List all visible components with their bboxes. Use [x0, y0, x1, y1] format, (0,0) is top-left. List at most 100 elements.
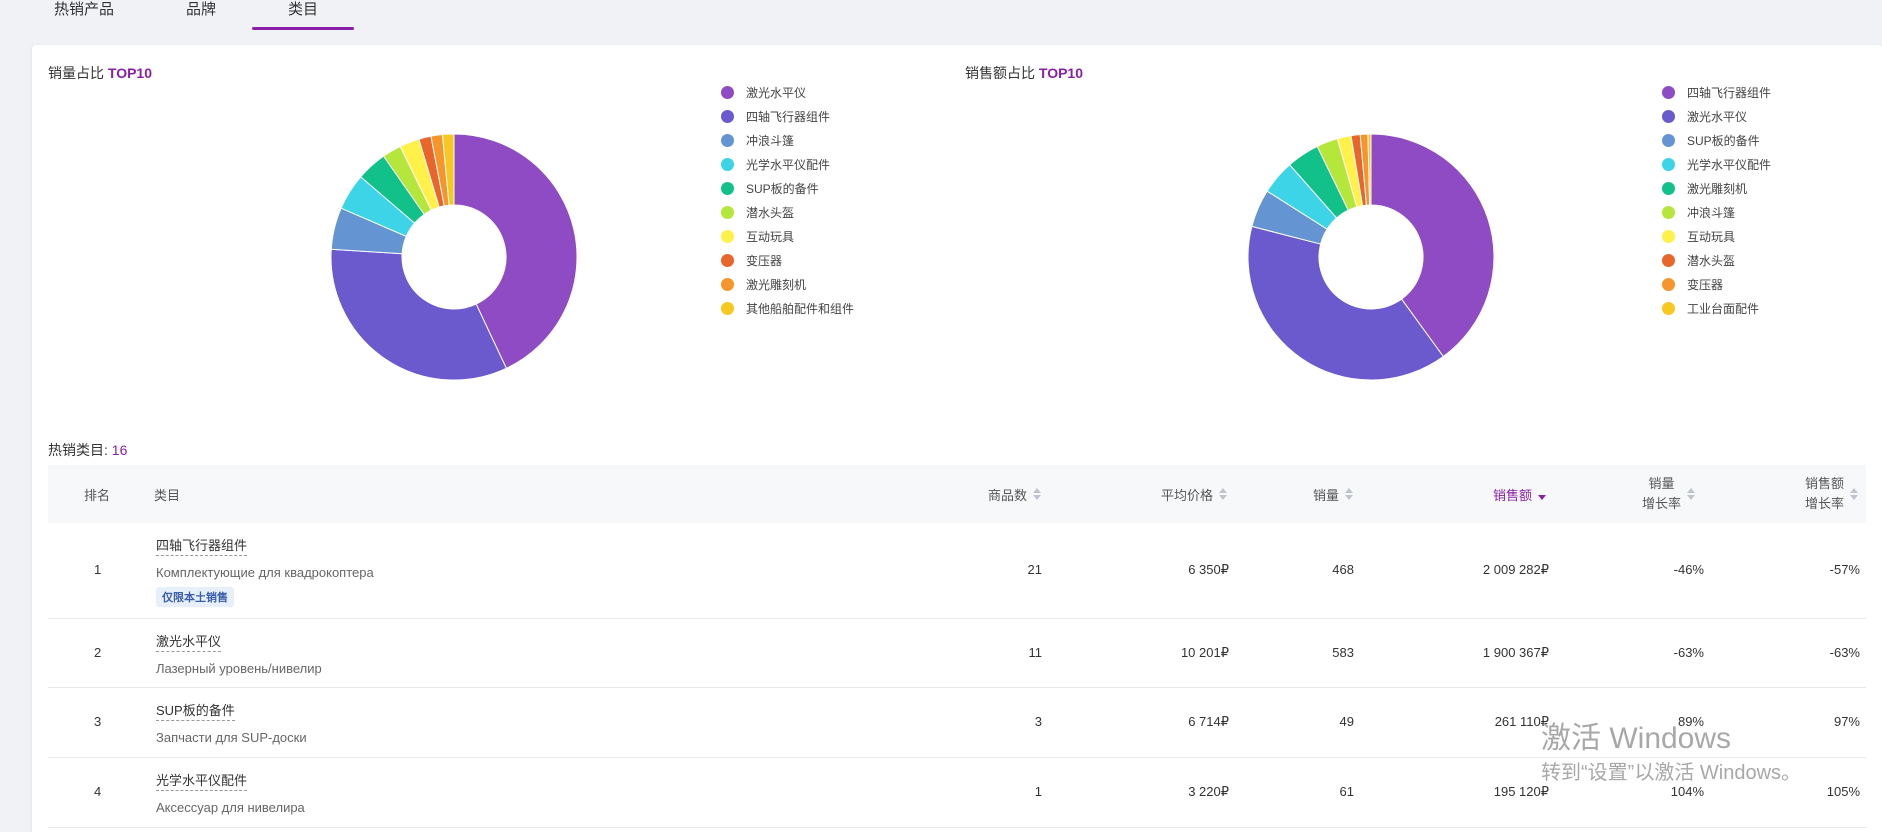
legend-item[interactable]: SUP板的备件	[721, 176, 854, 200]
volume-growth-cell: -63%	[1673, 645, 1704, 660]
legend-dot-icon	[721, 229, 734, 243]
legend-item[interactable]: 变压器	[721, 248, 854, 272]
legend-dot-icon	[721, 181, 734, 195]
products-cell: 1	[1034, 784, 1042, 799]
donut-slice-1[interactable]	[1370, 133, 1495, 358]
category-card: 销量占比 TOP10 激光水平仪 四轴飞行器组件 冲浪斗篷 光学水平仪配件 SUP板的备…	[32, 45, 1882, 832]
legend-dot-icon	[721, 253, 734, 267]
header-volume-growth[interactable]: 销量 增长率	[1642, 465, 1696, 523]
volume-chart-title-highlight: TOP10	[107, 65, 152, 81]
legend-dot-icon	[1662, 109, 1675, 123]
legend-item[interactable]: 激光雕刻机	[1662, 176, 1771, 200]
legend-item[interactable]: 光学水平仪配件	[721, 152, 854, 176]
products-cell: 11	[1028, 645, 1043, 660]
sort-icon[interactable]	[1687, 488, 1696, 500]
header-volume-label: 销量	[1313, 487, 1340, 503]
table-row[interactable]: 4 光学水平仪配件 Аксессуар для нивелира 1 3 220…	[48, 758, 1866, 828]
category-subtitle: Аксессуар для нивелира	[156, 800, 305, 815]
legend-item[interactable]: 四轴飞行器组件	[721, 104, 854, 128]
legend-item[interactable]: 激光水平仪	[1662, 104, 1771, 128]
rank-cell: 4	[94, 784, 102, 799]
table-row[interactable]: 2 激光水平仪 Лазерный уровень/нивелир 11 10 2…	[48, 619, 1866, 688]
volume-growth-cell: 104%	[1670, 784, 1704, 799]
legend-item[interactable]: 互动玩具	[1662, 224, 1771, 248]
products-cell: 3	[1034, 714, 1042, 729]
header-products[interactable]: 商品数	[988, 465, 1042, 523]
donut-slice-2[interactable]	[1247, 225, 1444, 381]
table-row[interactable]: 1 四轴飞行器组件 Комплектующие для квадрокоптер…	[48, 523, 1866, 619]
category-name-link[interactable]: 光学水平仪配件	[156, 770, 248, 791]
header-products-label: 商品数	[988, 487, 1028, 503]
tab-brands[interactable]: 品牌	[186, 1, 217, 18]
table-header: 排名 类目 商品数 平均价格 销量 销售额 销量 增长率 销售额 增长率	[48, 465, 1866, 523]
legend-item[interactable]: 变压器	[1662, 272, 1771, 296]
category-subtitle: Комплектующие для квадрокоптера	[156, 565, 374, 580]
legend-label: 激光雕刻机	[746, 277, 807, 292]
legend-item[interactable]: 其他船舶配件和组件	[721, 296, 854, 320]
legend-item[interactable]: 工业台面配件	[1662, 296, 1771, 320]
header-avg-price[interactable]: 平均价格	[1161, 465, 1228, 523]
category-name-link[interactable]: SUP板的备件	[156, 700, 235, 721]
legend-label: 变压器	[1687, 277, 1724, 292]
legend-item[interactable]: 互动玩具	[721, 224, 854, 248]
legend-label: SUP板的备件	[1687, 133, 1760, 148]
volume-donut-chart	[330, 133, 578, 381]
header-volume-growth-line1: 销量	[1648, 476, 1675, 491]
legend-item[interactable]: 冲浪斗篷	[1662, 200, 1771, 224]
avg-price-cell: 3 220₽	[1188, 784, 1229, 799]
legend-label: 冲浪斗篷	[746, 133, 795, 148]
category-cell: 激光水平仪 Лазерный уровень/нивелир	[156, 631, 322, 676]
sales-chart-title-text: 销售额占比	[965, 65, 1039, 81]
legend-item[interactable]: 四轴飞行器组件	[1662, 80, 1771, 104]
header-sales-growth[interactable]: 销售额 增长率	[1805, 465, 1859, 523]
table-row[interactable]: 3 SUP板的备件 Запчасти для SUP-доски 3 6 714…	[48, 688, 1866, 758]
category-cell: 四轴飞行器组件 Комплектующие для квадрокоптера …	[156, 535, 374, 607]
donut-slice-2[interactable]	[330, 248, 508, 381]
sales-growth-cell: -57%	[1829, 562, 1860, 577]
header-avg-price-label: 平均价格	[1161, 487, 1214, 503]
legend-item[interactable]: 光学水平仪配件	[1662, 152, 1771, 176]
sort-icon[interactable]	[1033, 488, 1042, 500]
category-name-link[interactable]: 四轴飞行器组件	[156, 535, 248, 556]
windows-activation-watermark: 激活 Windows 转到“设置”以激活 Windows。	[1541, 721, 1801, 787]
volume-growth-cell: 89%	[1677, 714, 1704, 729]
sales-cell: 195 120₽	[1493, 784, 1549, 799]
header-volume[interactable]: 销量	[1313, 465, 1354, 523]
volume-chart-title: 销量占比 TOP10	[48, 63, 152, 83]
donut-slice-10[interactable]	[1367, 133, 1372, 206]
legend-label: 四轴飞行器组件	[746, 109, 831, 124]
legend-dot-icon	[1662, 301, 1675, 315]
header-category-label: 类目	[154, 487, 181, 503]
legend-label: 光学水平仪配件	[1687, 157, 1772, 172]
legend-dot-icon	[721, 85, 734, 99]
sort-icon[interactable]	[1345, 488, 1354, 500]
sales-cell: 1 900 367₽	[1482, 645, 1549, 660]
sort-icon[interactable]	[1850, 488, 1859, 500]
sort-desc-icon[interactable]	[1538, 488, 1547, 500]
header-category: 类目	[154, 465, 180, 523]
header-sales[interactable]: 销售额	[1493, 465, 1547, 523]
donut-slice-1[interactable]	[453, 133, 578, 369]
volume-growth-cell: -46%	[1673, 562, 1704, 577]
tab-hot-products[interactable]: 热销产品	[54, 1, 115, 18]
legend-dot-icon	[721, 157, 734, 171]
legend-dot-icon	[721, 277, 734, 291]
hot-categories-number: 16	[111, 442, 128, 458]
tab-categories[interactable]: 类目	[252, 0, 355, 30]
rank-cell: 1	[94, 562, 102, 577]
legend-dot-icon	[1662, 85, 1675, 99]
rank-cell: 2	[94, 645, 102, 660]
header-rank-label: 排名	[84, 487, 111, 503]
legend-item[interactable]: SUP板的备件	[1662, 128, 1771, 152]
legend-item[interactable]: 激光水平仪	[721, 80, 854, 104]
legend-item[interactable]: 潜水头盔	[1662, 248, 1771, 272]
legend-dot-icon	[721, 301, 734, 315]
donut-slice-10[interactable]	[441, 133, 455, 206]
legend-item[interactable]: 冲浪斗篷	[721, 128, 854, 152]
sort-icon[interactable]	[1219, 488, 1228, 500]
avg-price-cell: 10 201₽	[1180, 645, 1229, 660]
legend-item[interactable]: 潜水头盔	[721, 200, 854, 224]
legend-dot-icon	[721, 133, 734, 147]
category-name-link[interactable]: 激光水平仪	[156, 631, 222, 652]
legend-item[interactable]: 激光雕刻机	[721, 272, 854, 296]
